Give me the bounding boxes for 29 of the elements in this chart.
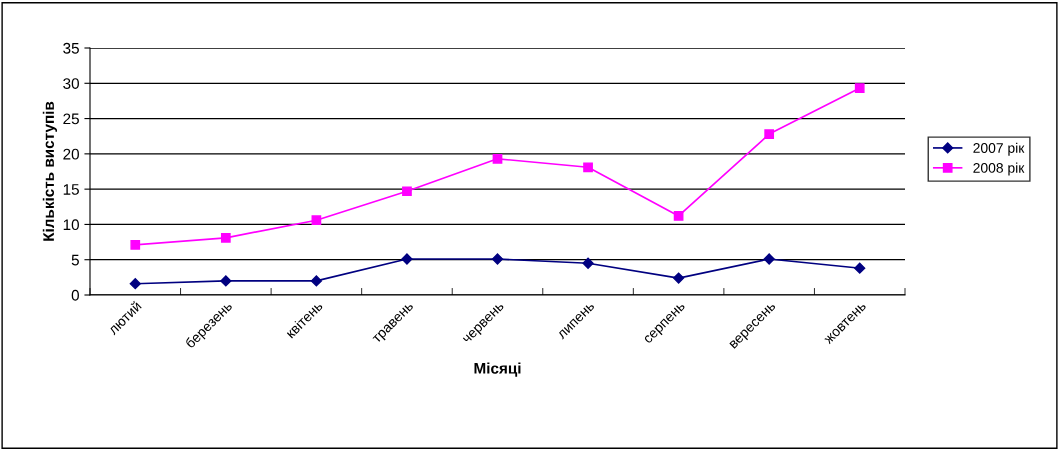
- y-tick-label: 5: [71, 254, 79, 266]
- point: [583, 162, 593, 173]
- y-tick-label: 30: [63, 78, 79, 89]
- point: [402, 186, 412, 197]
- legend-label: 2008 рік: [973, 162, 1025, 176]
- y-tick-label: 35: [63, 42, 79, 54]
- point: [673, 211, 684, 221]
- point: [854, 262, 866, 274]
- point: [582, 257, 594, 269]
- x-axis-title: Місяці: [474, 362, 521, 377]
- point: [763, 253, 775, 265]
- legend-label: 2007 рік: [973, 142, 1025, 156]
- y-tick-label: 20: [63, 148, 79, 160]
- point: [129, 278, 141, 290]
- point: [130, 240, 141, 250]
- y-tick-label: 25: [63, 113, 79, 125]
- point: [311, 215, 322, 226]
- point: [310, 275, 322, 287]
- y-axis-title: Кількість виступів: [42, 101, 58, 241]
- y-tick-label: 15: [63, 184, 79, 195]
- point: [220, 232, 231, 243]
- point: [854, 83, 865, 94]
- point: [673, 272, 685, 284]
- point: [220, 275, 232, 287]
- point: [764, 129, 775, 139]
- y-tick-label: 10: [63, 219, 79, 231]
- y-tick-label: 0: [71, 289, 79, 301]
- point: [492, 153, 503, 164]
- point: [491, 253, 504, 265]
